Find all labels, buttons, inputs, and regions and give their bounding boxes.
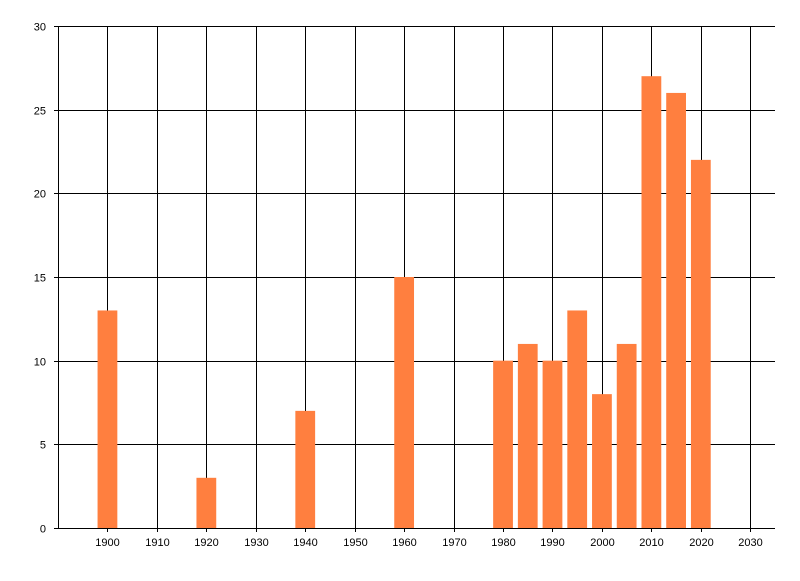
bar-1995-7	[567, 310, 588, 528]
bar-1985-5	[517, 343, 538, 528]
y-tick-label: 10	[34, 357, 46, 369]
bar-2015-11	[666, 92, 686, 528]
y-tick-label: 15	[34, 273, 46, 285]
y-axis-ticks: 0 5 10 15 20 25 30	[34, 22, 58, 536]
x-tick-label: 1990	[540, 537, 564, 549]
x-axis-ticks: 1900 1910 1920 1930 1940 1950 1960 1970 1980 1990…	[95, 528, 763, 549]
x-tick-label: 1950	[343, 537, 367, 549]
x-tick-label: 1930	[244, 537, 268, 549]
bar-1920-1	[196, 477, 217, 528]
x-tick-label: 2010	[639, 537, 663, 549]
bar-2000-8	[592, 394, 612, 528]
bar-1960-3	[394, 277, 415, 528]
bar-1990-6	[542, 360, 563, 528]
x-tick-label: 1970	[442, 537, 466, 549]
y-tick-label: 0	[40, 524, 46, 536]
bars	[97, 76, 711, 528]
y-tick-label: 20	[34, 189, 46, 201]
x-tick-label: 2000	[590, 537, 614, 549]
x-tick-label: 1910	[145, 537, 169, 549]
axes	[58, 26, 775, 529]
bar-2005-9	[616, 343, 637, 528]
x-tick-label: 2020	[689, 537, 713, 549]
x-tick-label: 1960	[392, 537, 416, 549]
y-tick-label: 5	[40, 440, 46, 452]
bar-1900-0	[97, 310, 118, 528]
y-tick-label: 25	[34, 106, 46, 118]
x-tick-label: 1900	[95, 537, 119, 549]
y-tick-label: 30	[34, 22, 46, 34]
bar-2020-12	[690, 159, 711, 528]
bar-1940-2	[295, 410, 316, 528]
x-tick-label: 1940	[293, 537, 317, 549]
bar-2010-10	[641, 76, 662, 528]
x-tick-label: 2030	[738, 537, 762, 549]
x-tick-label: 1920	[194, 537, 218, 549]
bar-1980-4	[493, 360, 513, 528]
x-tick-label: 1980	[491, 537, 515, 549]
